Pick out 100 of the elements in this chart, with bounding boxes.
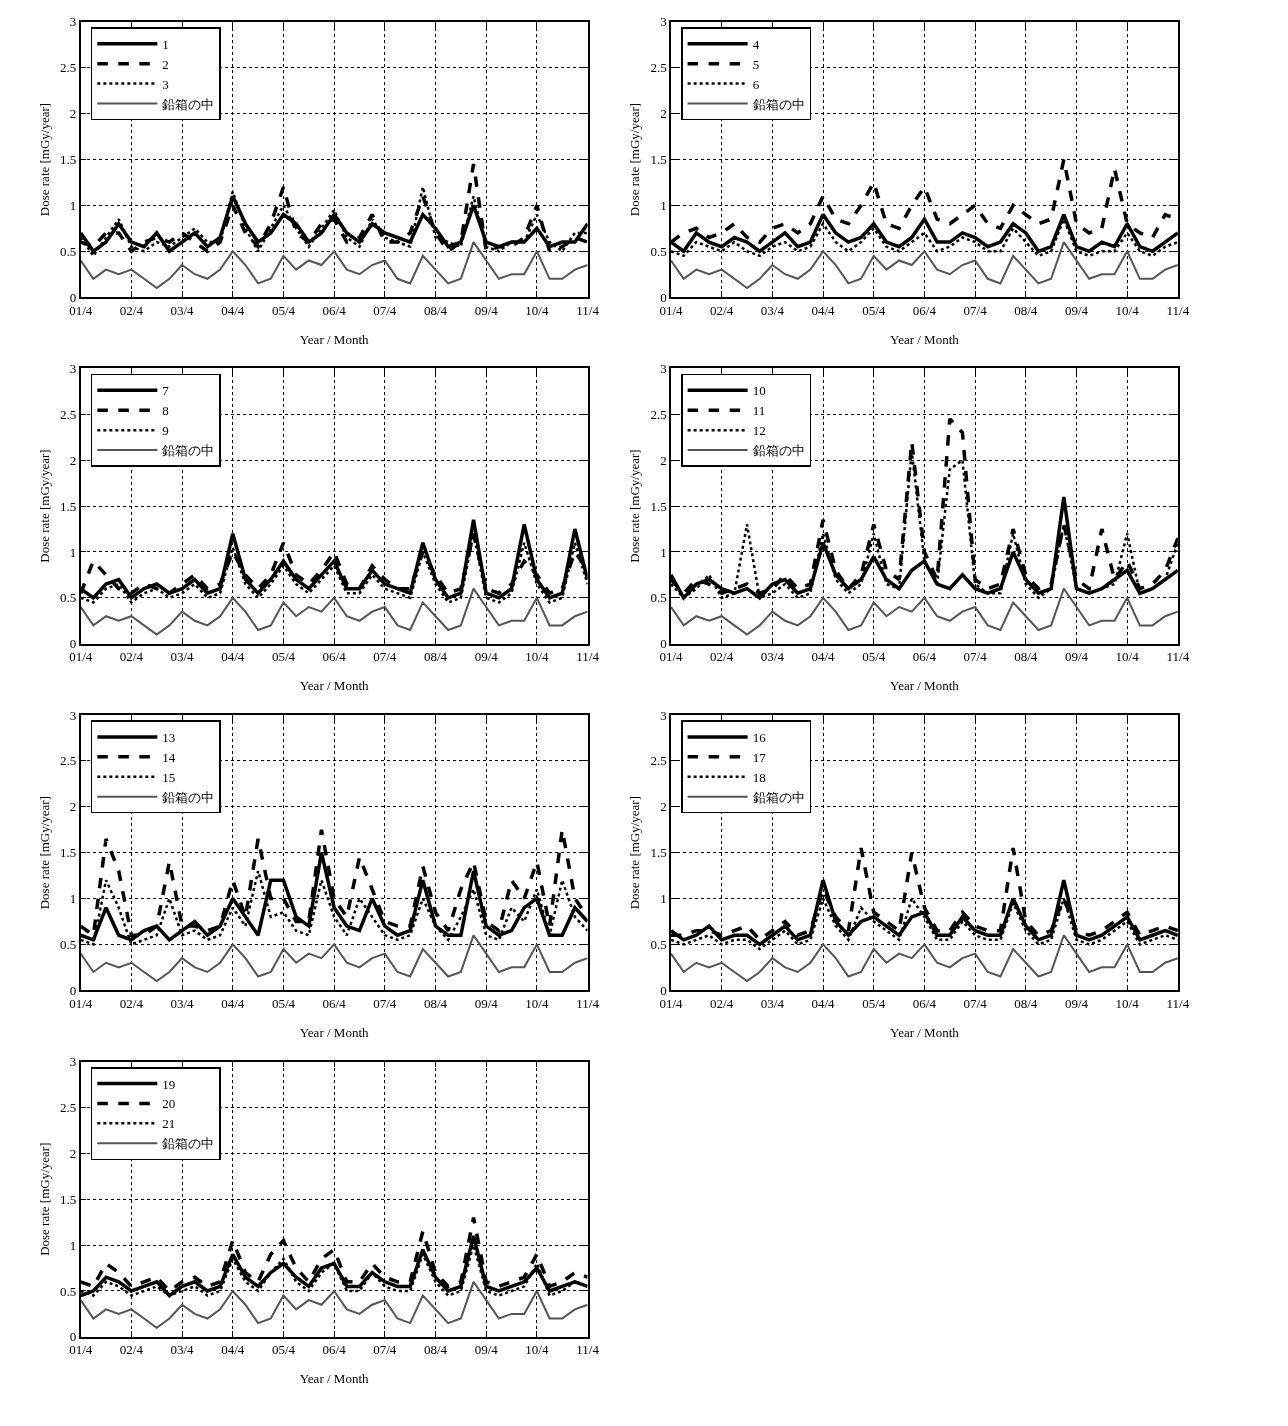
x-tick-label: 01/4 [69,649,93,665]
y-tick-label: 0 [660,982,667,998]
x-tick-label: 06/4 [912,649,937,665]
x-tick-label: 08/4 [1014,995,1038,1011]
x-tick-label: 06/4 [322,302,347,318]
x-tick-label: 04/4 [221,1342,245,1358]
y-tick-label: 0 [69,289,77,305]
y-tick-label: 1 [69,891,77,907]
x-tick-label: 11/4 [576,1342,600,1358]
x-tick-label: 03/4 [170,1342,195,1358]
x-tick-label: 11/4 [576,302,600,318]
x-tick-label: 07/4 [373,995,397,1011]
y-tick-label: 0 [660,289,667,305]
y-tick-label: 1 [660,197,667,213]
x-tick-label: 01/4 [659,995,684,1011]
y-tick-label: 1 [660,891,667,907]
x-tick-label: 10/4 [525,1342,549,1358]
y-tick-label: 3 [69,360,77,376]
x-tick-label: 06/4 [322,649,347,665]
y-tick-label: 0 [69,636,77,652]
y-axis-title: Dose rate [mGy/year] [626,449,642,563]
x-tick-label: 07/4 [373,649,397,665]
x-tick-label: 09/4 [474,302,499,318]
x-tick-label: 09/4 [474,995,499,1011]
y-tick-label: 1.5 [60,152,77,168]
y-tick-label: 2.5 [60,1099,77,1115]
x-tick-label: 08/4 [423,1342,448,1358]
x-tick-label: 10/4 [525,649,549,665]
y-tick-label: 3 [660,360,667,376]
x-tick-label: 08/4 [423,649,448,665]
legend-label: 1 [162,36,169,52]
x-tick-label: 11/4 [576,649,600,665]
y-tick-label: 0.5 [650,243,667,259]
x-tick-label: 02/4 [119,649,144,665]
legend-label: 3 [162,76,169,92]
x-tick-label: 10/4 [525,302,549,318]
x-tick-label: 06/4 [912,995,937,1011]
y-tick-label: 0 [69,1329,77,1345]
y-axis-title: Dose rate [mGy/year] [36,795,52,910]
y-tick-label: 2.5 [650,406,667,422]
x-axis-title: Year / Month [890,1024,960,1040]
y-tick-label: 1.5 [60,845,77,861]
y-tick-label: 0.5 [650,936,667,952]
y-tick-label: 1 [69,1237,77,1253]
legend-label: 8 [162,403,169,419]
legend-label: 鉛箱の中 [162,443,215,459]
legend-label: 10 [752,383,766,399]
y-tick-label: 1 [69,197,77,213]
y-tick-label: 0.5 [60,936,77,952]
y-tick-label: 3 [69,1054,77,1070]
legend-label: 17 [752,749,767,765]
x-tick-label: 05/4 [862,995,886,1011]
legend-label: 鉛箱の中 [162,96,215,112]
legend-label: 鉛箱の中 [162,1136,215,1152]
x-tick-label: 03/4 [760,995,785,1011]
x-tick-label: 02/4 [119,302,144,318]
x-tick-label: 03/4 [170,995,195,1011]
x-tick-label: 09/4 [474,1342,499,1358]
x-axis-title: Year / Month [890,331,960,347]
y-tick-label: 3 [660,707,667,723]
y-tick-label: 3 [69,707,77,723]
y-tick-label: 2 [69,106,77,122]
legend-label: 15 [162,769,176,785]
y-tick-label: 0 [69,982,77,998]
y-tick-label: 1.5 [60,498,77,514]
x-tick-label: 07/4 [963,302,988,318]
y-tick-label: 2.5 [650,753,667,769]
x-axis-title: Year / Month [299,1371,369,1387]
x-tick-label: 02/4 [710,995,734,1011]
y-tick-label: 0.5 [60,243,77,259]
y-axis-title: Dose rate [mGy/year] [626,795,642,910]
y-tick-label: 3 [660,14,667,30]
legend-label: 2 [162,56,169,72]
x-tick-label: 03/4 [760,302,785,318]
x-tick-label: 03/4 [760,649,785,665]
y-tick-label: 0 [660,636,667,652]
x-tick-label: 01/4 [69,302,93,318]
x-tick-label: 06/4 [322,1342,347,1358]
x-axis-title: Year / Month [299,331,369,347]
legend-label: 鉛箱の中 [162,789,215,805]
x-tick-label: 09/4 [1064,649,1089,665]
x-tick-label: 06/4 [322,995,347,1011]
x-axis-title: Year / Month [299,1024,369,1040]
x-tick-label: 02/4 [119,1342,144,1358]
x-tick-label: 09/4 [1064,995,1089,1011]
x-tick-label: 04/4 [811,995,836,1011]
x-tick-label: 07/4 [373,1342,397,1358]
x-tick-label: 09/4 [1064,302,1089,318]
x-tick-label: 05/4 [271,995,296,1011]
x-tick-label: 05/4 [271,1342,296,1358]
y-axis-title: Dose rate [mGy/year] [626,102,642,217]
legend-label: 11 [752,403,766,419]
y-tick-label: 1.5 [650,498,667,514]
x-tick-label: 10/4 [1115,649,1140,665]
legend-label: 12 [752,423,766,439]
x-tick-label: 09/4 [474,649,499,665]
y-tick-label: 1.5 [650,845,667,861]
x-tick-label: 04/4 [811,649,836,665]
x-tick-label: 07/4 [963,649,988,665]
x-tick-label: 08/4 [423,302,448,318]
